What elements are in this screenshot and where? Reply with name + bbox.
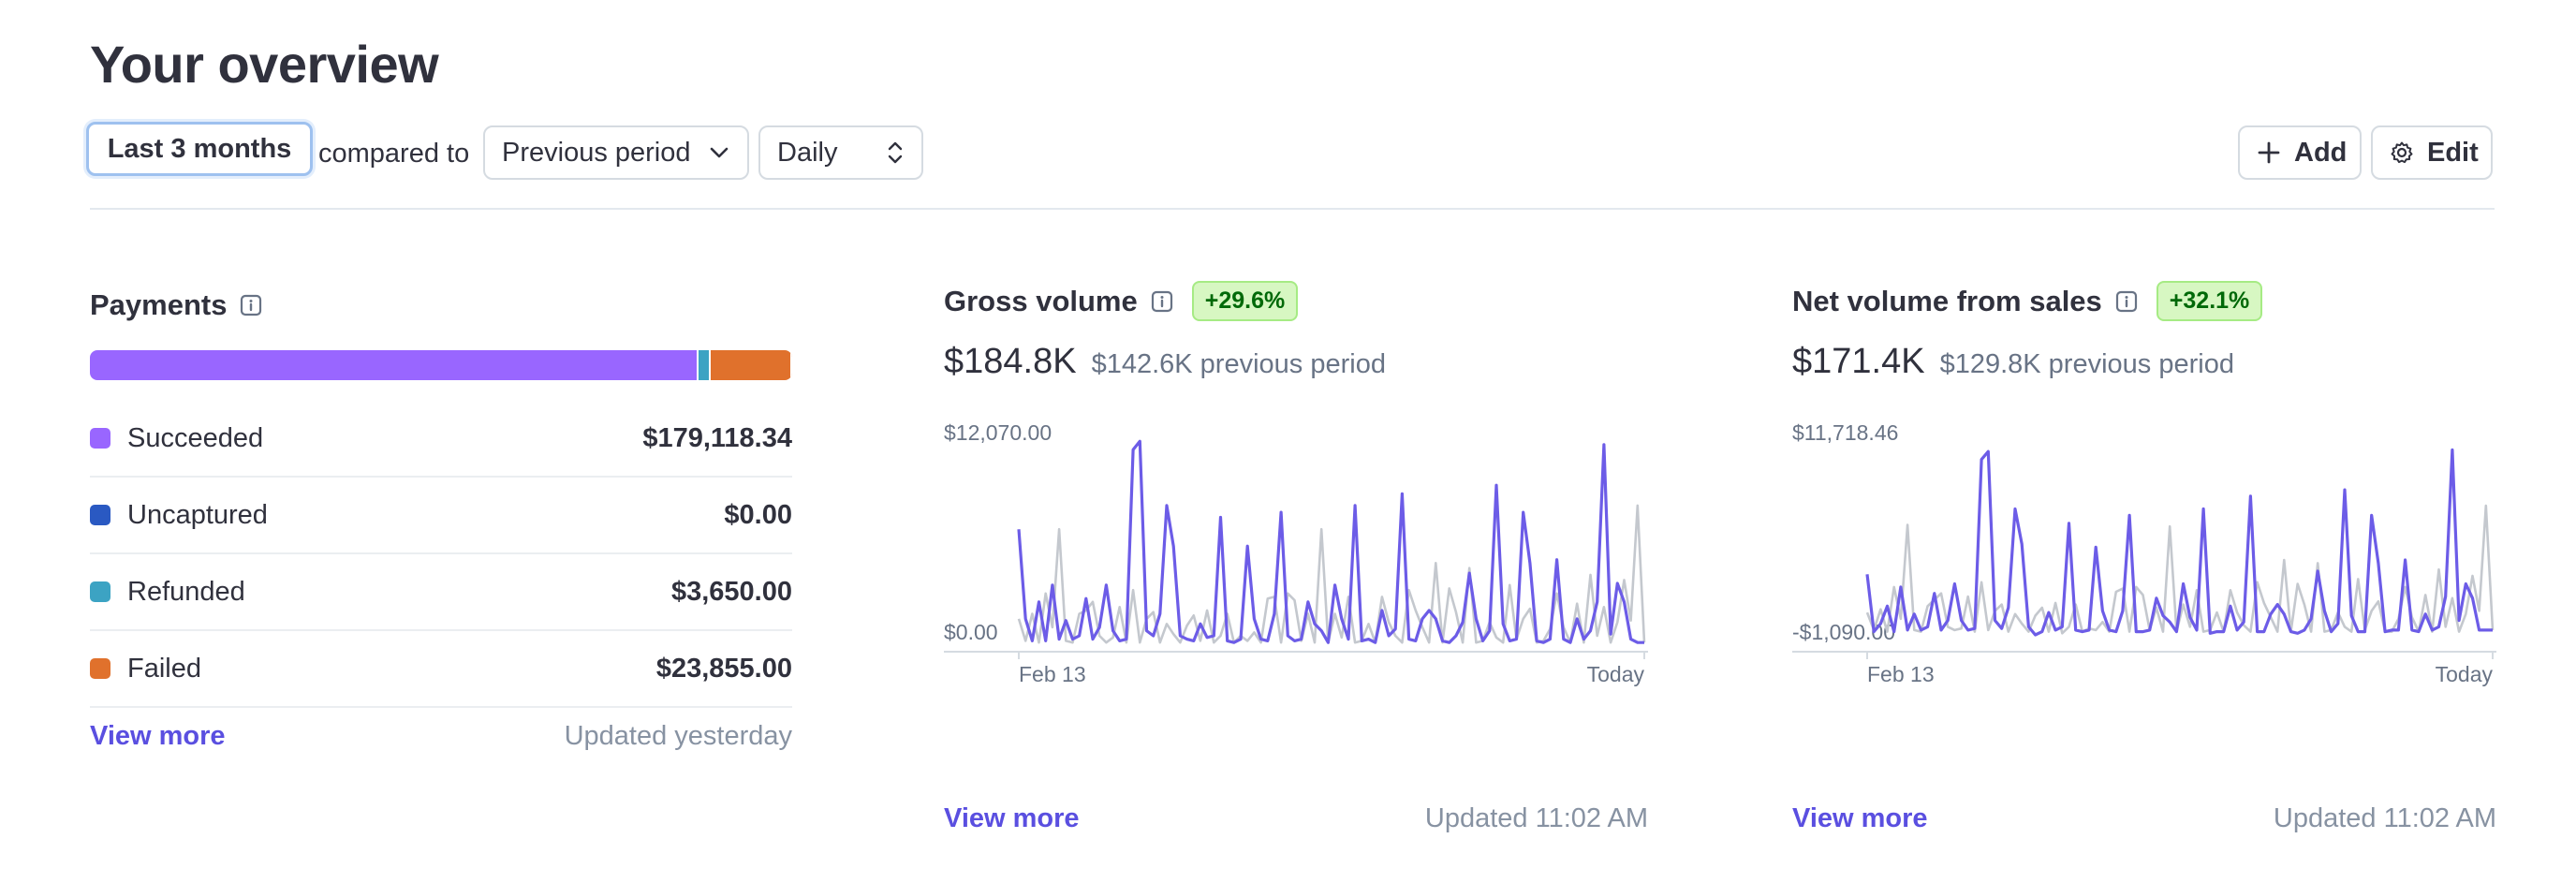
bar-segment-failed <box>711 350 792 380</box>
failed-swatch <box>90 658 110 679</box>
payments-card: Payments Succeeded $179,118.34 Uncapture… <box>90 288 792 751</box>
legend-row-refunded[interactable]: Refunded $3,650.00 <box>90 554 792 631</box>
legend-value: $179,118.34 <box>642 422 792 453</box>
legend-row-succeeded[interactable]: Succeeded $179,118.34 <box>90 401 792 478</box>
info-icon[interactable] <box>240 294 262 316</box>
gross-volume-totals: $184.8K $142.6K previous period <box>944 342 1648 382</box>
compared-to-label: compared to <box>318 139 470 169</box>
current-total: $171.4K <box>1792 342 1925 381</box>
updated-text: Updated 11:02 AM <box>2273 803 2496 833</box>
net-volume-card: Net volume from sales +32.1% $171.4K $12… <box>1792 281 2496 833</box>
x-tick-label-start: Feb 13 <box>1867 662 1935 686</box>
section-divider <box>90 208 2495 210</box>
gross-volume-title: Gross volume +29.6% <box>944 281 1648 321</box>
y-tick-label-max: $12,070.00 <box>944 420 1052 445</box>
legend-label: Failed <box>127 653 201 684</box>
net-volume-footer: View more Updated 11:02 AM <box>1792 803 2496 834</box>
legend-value: $23,855.00 <box>655 653 792 684</box>
net-volume-chart[interactable]: $11,718.46 -$1,090.00 Feb 13 Today <box>1792 412 2496 693</box>
payments-title: Payments <box>90 288 792 322</box>
net-volume-title: Net volume from sales +32.1% <box>1792 281 2496 321</box>
add-button[interactable]: Add <box>2238 125 2362 180</box>
current-total: $184.8K <box>944 342 1077 381</box>
series-line-current <box>1017 439 1644 644</box>
edit-button[interactable]: Edit <box>2371 125 2493 180</box>
legend-value: $3,650.00 <box>670 576 792 607</box>
plus-icon <box>2257 140 2281 165</box>
bar-segment-succeeded <box>90 350 699 380</box>
series-line-current <box>1865 448 2493 637</box>
interval-select[interactable]: Daily <box>758 125 923 180</box>
updated-text: Updated yesterday <box>564 721 792 751</box>
legend-label: Uncaptured <box>127 499 268 530</box>
legend-value: $0.00 <box>724 499 792 530</box>
interval-select-label: Daily <box>777 137 838 168</box>
filter-bar: Last 3 months compared to Previous perio… <box>86 122 2495 184</box>
comparison-select-label: Previous period <box>502 137 691 168</box>
previous-total: $142.6K previous period <box>1091 349 1386 379</box>
view-more-link[interactable]: View more <box>944 803 1080 833</box>
date-range-label: Last 3 months <box>107 133 292 164</box>
previous-total: $129.8K previous period <box>1939 349 2234 379</box>
net-volume-title-label: Net volume from sales <box>1792 284 2102 317</box>
gross-volume-chart[interactable]: $12,070.00 $0.00 Feb 13 Today <box>944 412 1648 693</box>
y-tick-label-max: $11,718.46 <box>1792 420 1898 445</box>
refunded-swatch <box>90 581 110 602</box>
succeeded-swatch <box>90 428 110 449</box>
uncaptured-swatch <box>90 505 110 525</box>
payments-title-label: Payments <box>90 288 228 321</box>
view-more-link[interactable]: View more <box>1792 803 1928 833</box>
y-tick-label-min: -$1,090.00 <box>1792 620 1895 644</box>
updated-text: Updated 11:02 AM <box>1424 803 1648 833</box>
y-tick-label-min: $0.00 <box>944 620 998 644</box>
add-button-label: Add <box>2294 137 2348 168</box>
gross-volume-card: Gross volume +29.6% $184.8K $142.6K prev… <box>944 281 1648 833</box>
view-more-link[interactable]: View more <box>90 721 226 751</box>
gross-volume-title-label: Gross volume <box>944 284 1138 317</box>
gross-volume-footer: View more Updated 11:02 AM <box>944 803 1648 834</box>
payments-legend: Succeeded $179,118.34 Uncaptured $0.00 R… <box>90 401 792 708</box>
info-icon[interactable] <box>2115 290 2138 313</box>
legend-row-uncaptured[interactable]: Uncaptured $0.00 <box>90 478 792 554</box>
chevron-down-icon <box>708 141 730 164</box>
x-tick-label-end: Today <box>1587 662 1645 686</box>
x-tick-label-start: Feb 13 <box>1019 662 1086 686</box>
date-range-button[interactable]: Last 3 months <box>86 122 313 176</box>
legend-label: Succeeded <box>127 422 264 453</box>
edit-button-label: Edit <box>2427 137 2479 168</box>
info-icon[interactable] <box>1151 290 1173 313</box>
net-volume-totals: $171.4K $129.8K previous period <box>1792 342 2496 382</box>
change-badge: +32.1% <box>2156 281 2263 321</box>
x-tick-label-end: Today <box>2436 662 2494 686</box>
bar-segment-refunded <box>699 350 712 380</box>
chevron-up-down-icon <box>886 140 905 166</box>
legend-row-failed[interactable]: Failed $23,855.00 <box>90 631 792 708</box>
payments-breakdown-bar <box>90 350 792 380</box>
payments-footer: View more Updated yesterday <box>90 721 792 752</box>
legend-label: Refunded <box>127 576 245 607</box>
comparison-select[interactable]: Previous period <box>483 125 749 180</box>
page-title: Your overview <box>90 35 439 94</box>
gear-icon <box>2390 140 2414 165</box>
change-badge: +29.6% <box>1191 281 1299 321</box>
